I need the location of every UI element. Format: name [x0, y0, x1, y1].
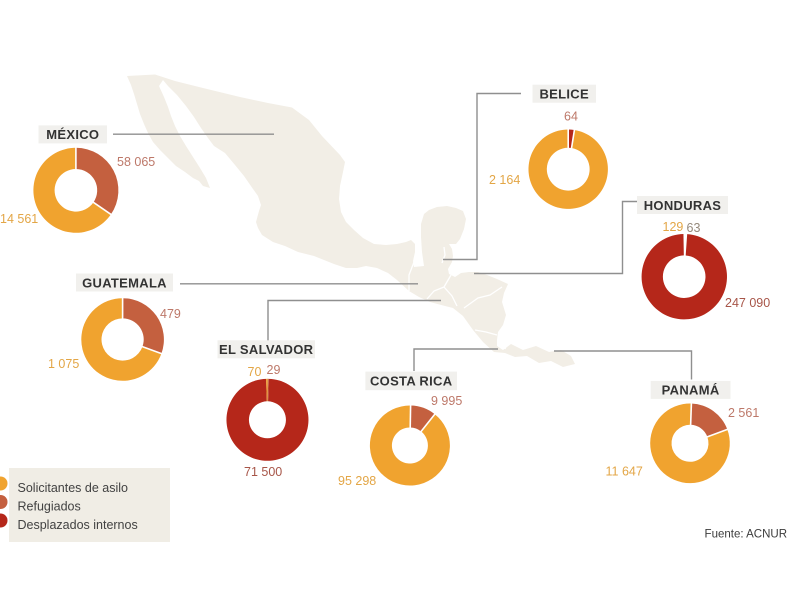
svg-text:BELICE: BELICE — [539, 87, 588, 102]
svg-text:247 090: 247 090 — [725, 296, 770, 310]
svg-text:1 075: 1 075 — [48, 357, 79, 371]
svg-text:95 298: 95 298 — [338, 474, 376, 488]
svg-text:Solicitantes de asilo: Solicitantes de asilo — [18, 481, 129, 495]
svg-text:Desplazados internos: Desplazados internos — [18, 518, 138, 532]
svg-text:58 065: 58 065 — [117, 155, 155, 169]
svg-text:29: 29 — [267, 363, 281, 377]
svg-text:479: 479 — [160, 307, 181, 321]
svg-text:9 995: 9 995 — [431, 394, 462, 408]
svg-text:64: 64 — [564, 110, 578, 124]
svg-text:Refugiados: Refugiados — [18, 500, 81, 514]
svg-text:HONDURAS: HONDURAS — [644, 198, 722, 213]
svg-text:EL SALVADOR: EL SALVADOR — [219, 342, 314, 357]
svg-text:Fuente: ACNUR: Fuente: ACNUR — [705, 529, 787, 541]
svg-text:2 561: 2 561 — [728, 406, 759, 420]
svg-text:COSTA RICA: COSTA RICA — [370, 374, 453, 389]
svg-text:MÉXICO: MÉXICO — [46, 127, 99, 142]
svg-text:70: 70 — [248, 365, 262, 379]
svg-text:14 561: 14 561 — [0, 212, 38, 226]
svg-text:11 647: 11 647 — [606, 465, 643, 479]
svg-text:71 500: 71 500 — [244, 465, 282, 479]
svg-text:GUATEMALA: GUATEMALA — [82, 275, 167, 290]
svg-text:63: 63 — [687, 221, 701, 235]
svg-text:2 164: 2 164 — [489, 173, 520, 187]
svg-text:PANAMÁ: PANAMÁ — [662, 383, 720, 398]
svg-text:129: 129 — [663, 220, 684, 234]
